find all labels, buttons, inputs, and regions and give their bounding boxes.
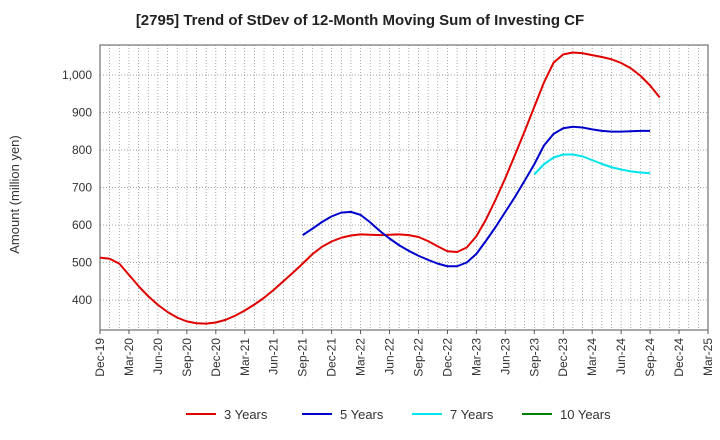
- x-tick-label: Dec-19: [93, 338, 107, 377]
- x-tick-label: Jun-20: [151, 338, 165, 375]
- chart-title: [2795] Trend of StDev of 12-Month Moving…: [135, 12, 585, 29]
- y-tick-label: 1,000: [62, 68, 92, 82]
- x-tick-label: Sep-23: [527, 338, 541, 377]
- plot-frame: [99, 44, 709, 331]
- series-line-7-years: [533, 153, 651, 176]
- legend-label: 7 Years: [450, 407, 494, 422]
- y-tick-label: 800: [72, 143, 92, 157]
- x-tick-label: Dec-24: [672, 338, 686, 377]
- legend-label: 10 Years: [560, 407, 611, 422]
- x-tick-label: Mar-24: [585, 338, 599, 376]
- legend: 3 Years 5 Years 7 Years 10 Years: [186, 407, 611, 422]
- x-tick-label: Jun-23: [498, 338, 512, 375]
- x-tick-label: Mar-21: [238, 338, 252, 376]
- x-axis-ticks: Dec-19 Mar-20 Jun-20 Sep-20 Dec-20 Mar-21 Jun-…: [93, 330, 715, 377]
- y-axis-title: Amount (million yen): [7, 135, 22, 254]
- x-tick-label: Dec-23: [556, 338, 570, 377]
- series-line-5-years: [302, 125, 651, 268]
- series-line-3-years: [99, 51, 661, 325]
- x-tick-label: Mar-25: [701, 338, 715, 376]
- x-tick-label: Jun-21: [267, 338, 281, 375]
- legend-label: 5 Years: [340, 407, 384, 422]
- x-tick-label: Sep-20: [180, 338, 194, 377]
- x-tick-label: Dec-21: [325, 338, 339, 377]
- x-tick-label: Jun-22: [383, 338, 397, 375]
- x-tick-label: Sep-22: [411, 338, 425, 377]
- series-layer: [99, 51, 661, 325]
- x-tick-label: Sep-24: [643, 338, 657, 377]
- x-tick-label: Dec-22: [440, 338, 454, 377]
- y-tick-label: 700: [72, 181, 92, 195]
- legend-label: 3 Years: [224, 407, 268, 422]
- y-tick-label: 600: [72, 218, 92, 232]
- y-tick-label: 400: [72, 293, 92, 307]
- y-tick-label: 900: [72, 106, 92, 120]
- y-tick-label: 500: [72, 256, 92, 270]
- x-tick-label: Sep-21: [296, 338, 310, 377]
- x-tick-label: Mar-20: [122, 338, 136, 376]
- x-tick-label: Dec-20: [209, 338, 223, 377]
- x-tick-label: Mar-22: [354, 338, 368, 376]
- grid: [100, 45, 708, 330]
- x-tick-label: Mar-23: [469, 338, 483, 376]
- x-tick-label: Jun-24: [614, 338, 628, 375]
- y-axis-ticks: 400 500 600 700 800 900 1,000: [62, 68, 92, 307]
